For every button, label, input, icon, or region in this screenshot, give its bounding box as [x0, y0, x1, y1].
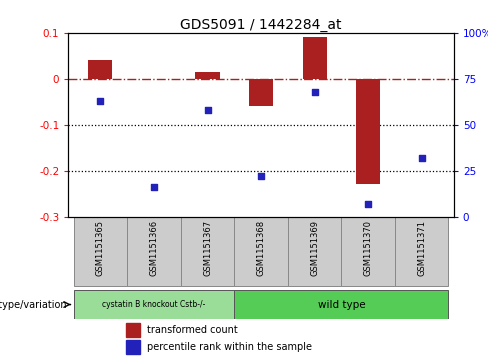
Bar: [303, 37, 326, 79]
Text: GSM1151367: GSM1151367: [203, 220, 212, 276]
Point: [150, 184, 158, 190]
Text: GSM1151371: GSM1151371: [417, 220, 426, 276]
Text: GSM1151365: GSM1151365: [96, 220, 105, 276]
Bar: [74, 290, 234, 319]
Text: GSM1151368: GSM1151368: [257, 220, 265, 276]
Point: [257, 173, 265, 179]
Bar: [356, 79, 380, 184]
Bar: [234, 217, 288, 286]
Bar: [88, 60, 113, 79]
Text: GSM1151370: GSM1151370: [364, 220, 373, 276]
Text: GSM1151369: GSM1151369: [310, 220, 319, 276]
Text: genotype/variation: genotype/variation: [0, 299, 67, 310]
Bar: [249, 79, 273, 106]
Bar: [181, 217, 234, 286]
Text: transformed count: transformed count: [147, 325, 238, 335]
Text: wild type: wild type: [318, 299, 365, 310]
Bar: [395, 217, 448, 286]
Text: percentile rank within the sample: percentile rank within the sample: [147, 342, 312, 352]
Point: [364, 201, 372, 207]
Point: [311, 89, 319, 94]
Bar: [126, 340, 140, 354]
Point: [97, 98, 104, 103]
Bar: [342, 217, 395, 286]
Bar: [196, 72, 220, 79]
Text: cystatin B knockout Cstb-/-: cystatin B knockout Cstb-/-: [102, 300, 205, 309]
Point: [418, 155, 426, 160]
Bar: [74, 217, 127, 286]
Title: GDS5091 / 1442284_at: GDS5091 / 1442284_at: [181, 18, 342, 32]
Text: GSM1151366: GSM1151366: [149, 220, 159, 276]
Bar: [234, 290, 448, 319]
Bar: [126, 323, 140, 337]
Point: [203, 107, 211, 113]
Bar: [288, 217, 342, 286]
Bar: [127, 217, 181, 286]
